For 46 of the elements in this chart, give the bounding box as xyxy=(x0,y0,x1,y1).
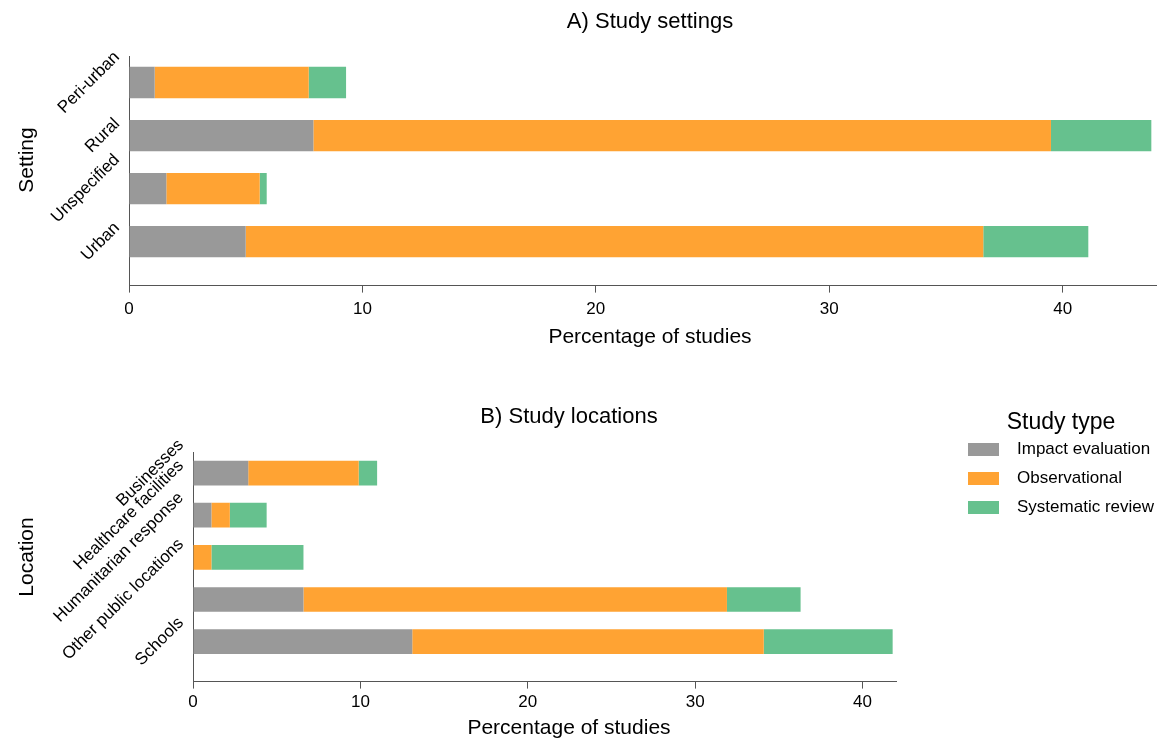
bar xyxy=(129,172,167,205)
bar xyxy=(259,172,267,205)
x-axis-title: Percentage of studies xyxy=(548,323,752,347)
bar xyxy=(245,225,984,258)
bar xyxy=(129,66,155,99)
bar xyxy=(129,225,246,258)
bar xyxy=(193,629,413,654)
x-tick-label: 10 xyxy=(352,299,372,319)
legend-label: Observational xyxy=(1017,468,1122,488)
bar xyxy=(193,460,249,486)
bar xyxy=(358,460,378,486)
x-tick-label: 20 xyxy=(518,692,538,712)
y-axis-title: Location xyxy=(13,517,37,597)
bar xyxy=(166,172,260,205)
legend-label: Impact evaluation xyxy=(1017,439,1151,459)
legend-label: Systematic review xyxy=(1017,497,1155,517)
y-axis-title: Setting xyxy=(13,127,37,193)
bar xyxy=(308,66,347,99)
bar xyxy=(229,502,267,528)
bar xyxy=(412,629,764,654)
x-tick-label: 20 xyxy=(586,299,606,319)
chart-title: A) Study settings xyxy=(566,8,734,34)
bar xyxy=(154,66,309,99)
bar xyxy=(763,629,893,654)
bar xyxy=(193,545,212,570)
chart-title: B) Study locations xyxy=(480,403,658,429)
legend-title: Study type xyxy=(1006,408,1116,435)
x-axis-title: Percentage of studies xyxy=(467,714,671,738)
x-tick-label: 10 xyxy=(350,692,370,712)
x-tick-label: 0 xyxy=(188,692,198,712)
bar xyxy=(193,502,212,528)
bar xyxy=(129,119,314,152)
bar xyxy=(248,460,359,486)
bar xyxy=(983,225,1089,258)
bar xyxy=(1050,119,1152,152)
bar xyxy=(303,587,727,612)
x-tick-label: 30 xyxy=(685,692,705,712)
x-tick-label: 30 xyxy=(819,299,839,319)
bar xyxy=(211,502,230,528)
x-tick-label: 0 xyxy=(124,299,134,319)
x-tick-label: 40 xyxy=(1053,299,1073,319)
bar xyxy=(313,119,1051,152)
x-tick-label: 40 xyxy=(853,692,872,712)
bar xyxy=(193,587,304,612)
bar xyxy=(211,545,304,570)
bar xyxy=(726,587,801,612)
